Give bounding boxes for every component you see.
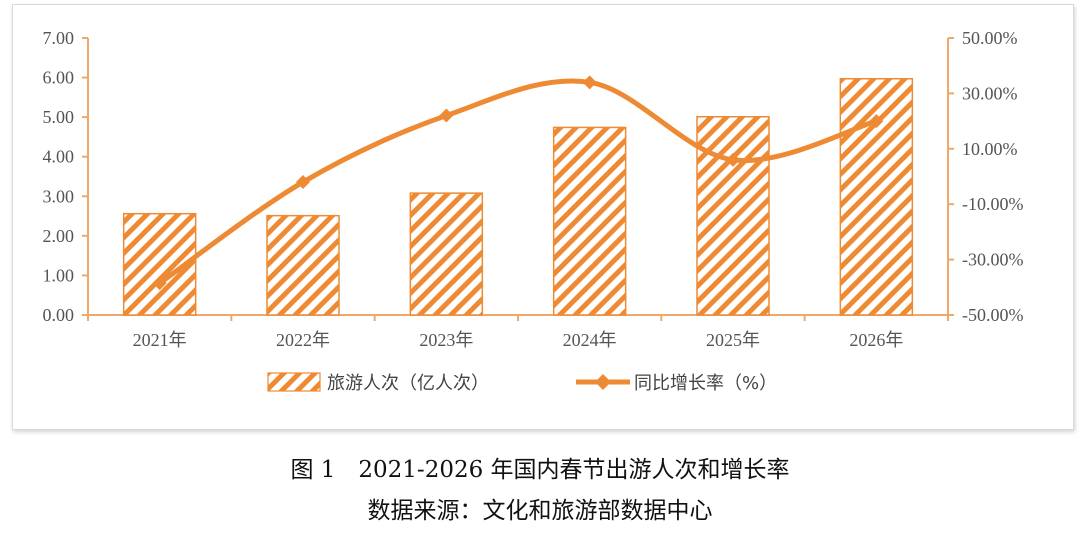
bar [266, 214, 340, 316]
right-tick-label: -10.00% [962, 194, 1024, 214]
x-tick-label: 2021年 [133, 330, 187, 350]
legend-swatch-marker [595, 374, 611, 390]
line-point [296, 175, 310, 190]
right-tick-label: -30.00% [962, 250, 1024, 270]
tick-labels: 0.00 1.00 2.00 3.00 4.00 5.00 6.00 7.00 -50.00% -… [43, 28, 1024, 350]
right-tick-label: -50.00% [962, 305, 1024, 325]
growth-line [152, 75, 884, 291]
bars [122, 78, 914, 316]
left-tick-label: 1.00 [43, 265, 75, 285]
legend-swatch-bar [267, 372, 321, 392]
line-point [582, 75, 597, 90]
figure-caption: 图 1 2021-2026 年国内春节出游人次和增长率 [290, 457, 790, 483]
legend-label-line: 同比增长率（%） [634, 373, 777, 394]
growth-line-path [157, 78, 879, 286]
left-tick-label: 7.00 [43, 28, 75, 48]
left-tick-label: 5.00 [43, 107, 75, 127]
line-point [869, 114, 884, 129]
left-tick-label: 4.00 [43, 147, 75, 167]
left-tick-label: 0.00 [43, 305, 75, 325]
right-tick-label: 50.00% [962, 28, 1018, 48]
left-tick-label: 2.00 [43, 226, 75, 246]
right-tick-label: 10.00% [962, 139, 1018, 159]
right-tick-label: 30.00% [962, 83, 1018, 103]
x-tick-label: 2024年 [563, 330, 617, 350]
bar [409, 192, 484, 316]
data-source: 数据来源：文化和旅游部数据中心 [367, 498, 713, 524]
left-tick-label: 6.00 [43, 68, 75, 88]
x-tick-label: 2022年 [276, 330, 330, 350]
legend-label-bar: 旅游人次（亿人次） [327, 373, 489, 394]
line-point [152, 276, 167, 291]
axes [82, 37, 954, 321]
x-tick-label: 2026年 [849, 330, 903, 350]
line-point [439, 108, 454, 123]
line-point [726, 152, 740, 167]
chart: 0.00 1.00 2.00 3.00 4.00 5.00 6.00 7.00 -50.00% -… [43, 28, 1024, 394]
x-tick-label: 2025年 [706, 330, 760, 350]
bar [552, 126, 627, 316]
left-tick-label: 3.00 [43, 186, 75, 206]
legend: 旅游人次（亿人次） 同比增长率（%） [267, 372, 777, 394]
x-tick-label: 2023年 [419, 330, 473, 350]
bar [696, 115, 770, 316]
